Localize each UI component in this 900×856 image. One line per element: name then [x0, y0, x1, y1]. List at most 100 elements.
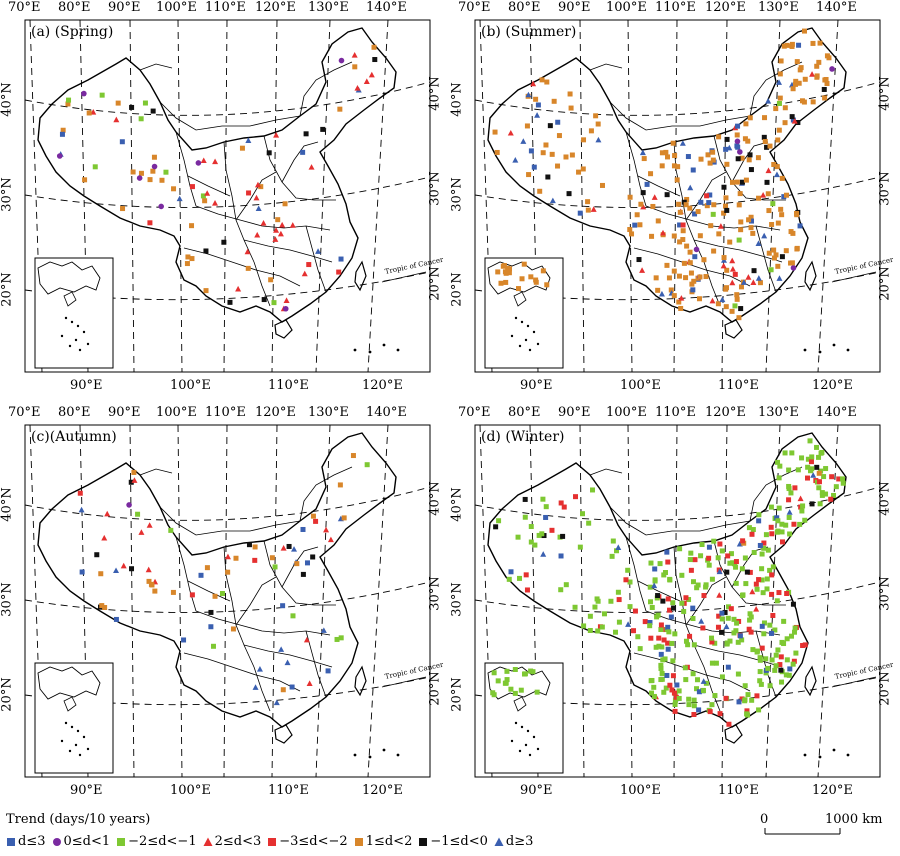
- station-marker: [290, 613, 296, 619]
- station-marker: [679, 600, 685, 606]
- station-marker: [796, 80, 802, 86]
- station-marker: [750, 647, 756, 653]
- station-marker: [731, 630, 737, 636]
- inset-marker: [519, 276, 525, 282]
- longitude-label-top: 120°E: [255, 405, 296, 420]
- station-marker: [761, 545, 767, 551]
- station-marker: [779, 639, 785, 645]
- station-marker: [300, 526, 306, 532]
- station-marker: [268, 277, 274, 283]
- station-marker: [672, 698, 678, 704]
- station-marker: [810, 472, 817, 478]
- station-marker: [533, 96, 539, 102]
- station-marker: [736, 315, 742, 321]
- station-marker: [200, 193, 206, 199]
- square-marker-icon: [7, 837, 15, 846]
- station-marker: [320, 627, 327, 633]
- station-marker: [775, 220, 781, 226]
- station-marker: [776, 505, 782, 511]
- station-marker: [716, 568, 723, 575]
- station-marker: [748, 629, 754, 635]
- station-marker: [787, 531, 793, 537]
- tropic-line: [831, 676, 877, 688]
- legend-item: 2≤d<3: [203, 834, 261, 849]
- inset-marker: [503, 279, 509, 285]
- station-marker: [821, 474, 827, 480]
- station-marker: [840, 480, 846, 486]
- station-marker: [99, 603, 105, 609]
- station-marker: [734, 292, 740, 298]
- station-marker: [289, 222, 296, 228]
- station-marker: [280, 603, 286, 609]
- station-marker: [648, 599, 654, 605]
- station-marker: [754, 649, 760, 655]
- station-marker: [203, 248, 209, 254]
- station-marker: [696, 296, 702, 302]
- station-marker: [716, 134, 722, 140]
- station-marker: [655, 612, 661, 618]
- station-marker: [687, 260, 693, 266]
- province-boundaries: [139, 61, 353, 307]
- station-marker: [338, 635, 344, 641]
- latitude-label-left: 30°N: [449, 177, 465, 212]
- station-marker: [769, 572, 775, 578]
- station-marker: [727, 638, 733, 644]
- station-marker: [246, 542, 252, 548]
- station-marker: [817, 501, 823, 507]
- station-marker: [81, 90, 87, 97]
- station-marker: [616, 597, 622, 603]
- station-marker: [152, 588, 158, 594]
- station-marker: [252, 557, 258, 563]
- station-marker: [119, 139, 125, 145]
- station-marker: [522, 514, 528, 520]
- station-marker: [786, 509, 793, 515]
- station-marker: [771, 255, 777, 261]
- station-marker: [580, 511, 586, 517]
- station-marker: [590, 487, 596, 493]
- station-marker: [816, 59, 822, 65]
- station-marker: [668, 287, 674, 293]
- station-marker: [794, 59, 800, 65]
- station-marker: [673, 694, 679, 700]
- station-marker: [784, 657, 790, 663]
- station-marker: [337, 106, 343, 112]
- triangle-marker-icon: [494, 837, 504, 846]
- station-marker: [789, 41, 795, 47]
- station-marker: [272, 236, 279, 242]
- station-marker: [761, 631, 767, 637]
- station-marker: [727, 239, 733, 245]
- station-marker: [759, 566, 765, 572]
- station-marker: [697, 274, 703, 280]
- longitude-label-top: 80°E: [58, 0, 91, 15]
- station-marker: [595, 121, 601, 127]
- station-marker: [747, 115, 753, 121]
- square-marker-icon: [268, 837, 277, 846]
- station-marker: [98, 571, 104, 577]
- scale-zero-label: 0: [760, 812, 769, 827]
- station-marker: [748, 225, 754, 231]
- station-marker: [686, 696, 692, 702]
- inset-marker: [504, 668, 510, 674]
- station-marker: [675, 164, 681, 170]
- station-marker: [766, 208, 772, 214]
- station-marker: [203, 288, 209, 294]
- latitude-label-right: 20°N: [427, 266, 443, 301]
- station-marker: [807, 438, 813, 444]
- legend-item-label: −2≤d<−1: [128, 834, 197, 849]
- station-marker: [648, 678, 654, 684]
- longitude-label-top: 100°E: [606, 0, 647, 15]
- station-marker: [694, 686, 700, 692]
- map-panel-summer: (b) (Summer) 70°E 80°E 90°E 100°E 110°E 120°E 1…: [450, 0, 900, 405]
- station-marker: [184, 261, 190, 267]
- station-marker: [667, 607, 673, 613]
- station-marker: [120, 206, 126, 212]
- station-marker: [273, 699, 280, 706]
- station-marker: [658, 662, 664, 668]
- station-marker: [816, 470, 822, 476]
- longitude-label-top: 70°E: [8, 0, 41, 15]
- country-outline: [487, 27, 847, 323]
- station-marker: [777, 71, 783, 77]
- station-marker: [277, 230, 284, 237]
- station-marker: [781, 618, 787, 624]
- station-marker: [804, 475, 810, 481]
